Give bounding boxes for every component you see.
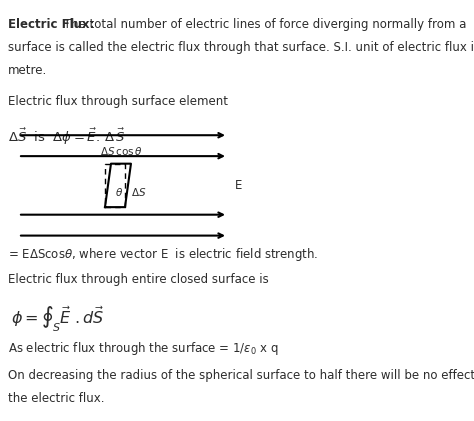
Text: surface is called the electric flux through that surface. S.I. unit of electric : surface is called the electric flux thro… — [8, 41, 474, 54]
Text: $\phi = \oint_S \vec{E}\;.d\vec{S}$: $\phi = \oint_S \vec{E}\;.d\vec{S}$ — [11, 305, 105, 334]
Text: = E$\Delta$Scos$\theta$, where vector E  is electric field strength.: = E$\Delta$Scos$\theta$, where vector E … — [8, 246, 319, 263]
Text: Electric Flux:: Electric Flux: — [8, 18, 94, 31]
Text: $\Delta \vec{S}$  is  $\Delta\phi = \vec{E}.\,\Delta\,\vec{S}$: $\Delta \vec{S}$ is $\Delta\phi = \vec{E… — [8, 127, 126, 147]
Text: E: E — [235, 179, 242, 192]
Text: $\Delta S$: $\Delta S$ — [131, 186, 146, 198]
Text: $\theta$: $\theta$ — [115, 186, 123, 198]
Text: $\Delta S\,\cos\theta$: $\Delta S\,\cos\theta$ — [100, 145, 143, 157]
Text: metre.: metre. — [8, 64, 47, 77]
Text: the electric flux.: the electric flux. — [8, 392, 105, 405]
Text: The total number of electric lines of force diverging normally from a: The total number of electric lines of fo… — [60, 18, 466, 31]
Text: Electric flux through surface element: Electric flux through surface element — [8, 96, 228, 109]
Text: Electric flux through entire closed surface is: Electric flux through entire closed surf… — [8, 273, 269, 286]
Text: As electric flux through the surface = 1/$\varepsilon_0$ x q: As electric flux through the surface = 1… — [8, 340, 279, 357]
Text: On decreasing the radius of the spherical surface to half there will be no effec: On decreasing the radius of the spherica… — [8, 369, 474, 382]
